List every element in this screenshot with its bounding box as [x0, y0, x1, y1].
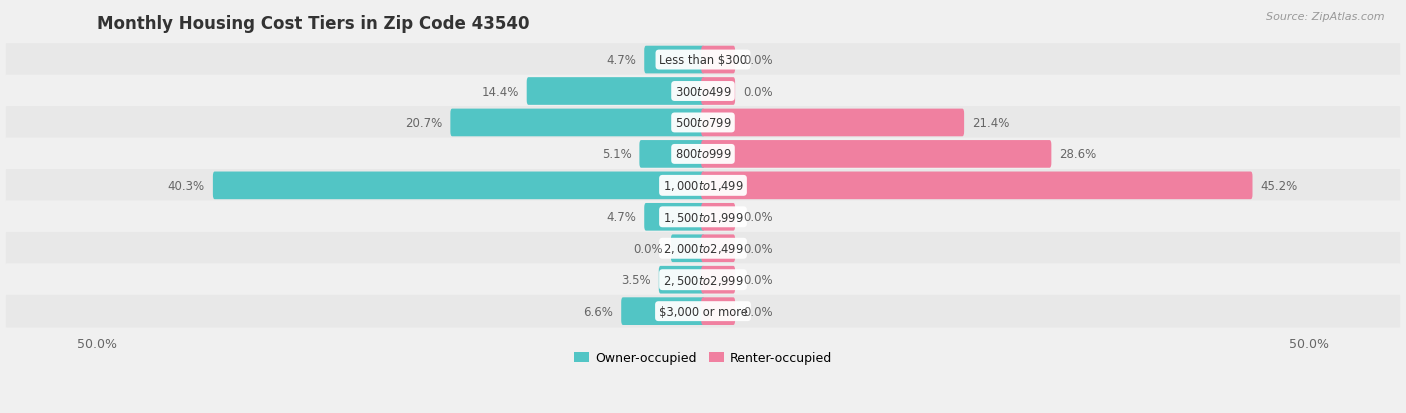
- FancyBboxPatch shape: [212, 172, 704, 200]
- FancyBboxPatch shape: [644, 204, 704, 231]
- Text: 20.7%: 20.7%: [405, 116, 443, 130]
- Text: 4.7%: 4.7%: [606, 54, 637, 67]
- Text: 0.0%: 0.0%: [742, 242, 773, 255]
- Text: 0.0%: 0.0%: [742, 85, 773, 98]
- Text: 0.0%: 0.0%: [742, 54, 773, 67]
- Text: Source: ZipAtlas.com: Source: ZipAtlas.com: [1267, 12, 1385, 22]
- Text: 3.5%: 3.5%: [621, 273, 651, 287]
- Text: $500 to $799: $500 to $799: [675, 116, 731, 130]
- Text: 0.0%: 0.0%: [633, 242, 664, 255]
- FancyBboxPatch shape: [6, 44, 1400, 77]
- Text: 0.0%: 0.0%: [742, 305, 773, 318]
- Text: 5.1%: 5.1%: [602, 148, 631, 161]
- Text: $3,000 or more: $3,000 or more: [658, 305, 748, 318]
- FancyBboxPatch shape: [702, 47, 735, 74]
- FancyBboxPatch shape: [671, 235, 704, 262]
- FancyBboxPatch shape: [659, 266, 704, 294]
- Text: $1,500 to $1,999: $1,500 to $1,999: [662, 210, 744, 224]
- Legend: Owner-occupied, Renter-occupied: Owner-occupied, Renter-occupied: [568, 347, 838, 369]
- FancyBboxPatch shape: [702, 204, 735, 231]
- FancyBboxPatch shape: [702, 172, 1253, 200]
- Text: $1,000 to $1,499: $1,000 to $1,499: [662, 179, 744, 193]
- Text: $2,000 to $2,499: $2,000 to $2,499: [662, 242, 744, 256]
- FancyBboxPatch shape: [6, 76, 1400, 108]
- Text: 4.7%: 4.7%: [606, 211, 637, 224]
- Text: $300 to $499: $300 to $499: [675, 85, 731, 98]
- FancyBboxPatch shape: [621, 298, 704, 325]
- Text: Less than $300: Less than $300: [659, 54, 747, 67]
- Text: 21.4%: 21.4%: [972, 116, 1010, 130]
- FancyBboxPatch shape: [450, 109, 704, 137]
- Text: $800 to $999: $800 to $999: [675, 148, 731, 161]
- FancyBboxPatch shape: [527, 78, 704, 106]
- Text: 0.0%: 0.0%: [742, 273, 773, 287]
- FancyBboxPatch shape: [702, 266, 735, 294]
- FancyBboxPatch shape: [6, 201, 1400, 234]
- FancyBboxPatch shape: [644, 47, 704, 74]
- FancyBboxPatch shape: [6, 138, 1400, 171]
- Text: $2,500 to $2,999: $2,500 to $2,999: [662, 273, 744, 287]
- FancyBboxPatch shape: [6, 295, 1400, 328]
- FancyBboxPatch shape: [6, 170, 1400, 202]
- FancyBboxPatch shape: [702, 78, 735, 106]
- FancyBboxPatch shape: [6, 107, 1400, 140]
- Text: 28.6%: 28.6%: [1059, 148, 1097, 161]
- FancyBboxPatch shape: [702, 141, 1052, 169]
- FancyBboxPatch shape: [702, 235, 735, 262]
- Text: 6.6%: 6.6%: [583, 305, 613, 318]
- FancyBboxPatch shape: [6, 264, 1400, 297]
- FancyBboxPatch shape: [6, 233, 1400, 265]
- FancyBboxPatch shape: [702, 298, 735, 325]
- FancyBboxPatch shape: [702, 109, 965, 137]
- Text: Monthly Housing Cost Tiers in Zip Code 43540: Monthly Housing Cost Tiers in Zip Code 4…: [97, 15, 530, 33]
- Text: 40.3%: 40.3%: [167, 179, 205, 192]
- Text: 14.4%: 14.4%: [481, 85, 519, 98]
- FancyBboxPatch shape: [640, 141, 704, 169]
- Text: 45.2%: 45.2%: [1260, 179, 1298, 192]
- Text: 0.0%: 0.0%: [742, 211, 773, 224]
